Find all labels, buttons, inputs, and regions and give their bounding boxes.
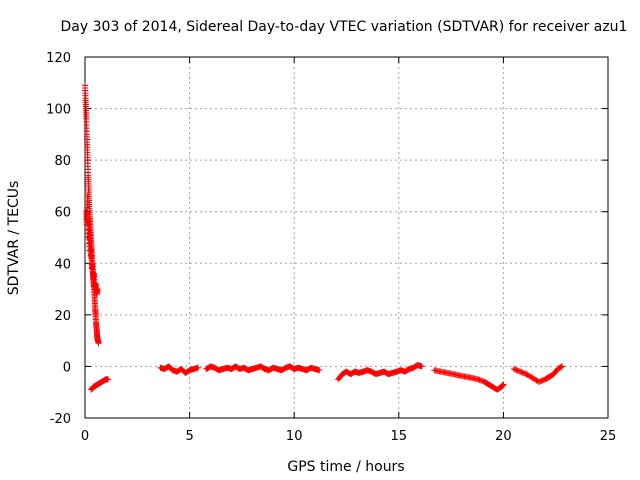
x-tick-label: 5 (185, 429, 193, 444)
data-point (84, 209, 91, 216)
x-tick-label: 25 (600, 429, 617, 444)
x-tick-label: 0 (81, 429, 89, 444)
data-point (418, 363, 425, 370)
ticks-layer: 0 5 10 15 20 25 -20 0 20 40 60 80 100 120 (46, 51, 616, 444)
x-tick-label: 20 (495, 429, 512, 444)
data-point (84, 193, 91, 200)
data-point (537, 378, 544, 385)
data-point (520, 370, 527, 377)
data-point (475, 376, 482, 383)
data-point (95, 340, 102, 347)
data-point (84, 201, 91, 208)
y-tick-label: 100 (46, 103, 71, 118)
data-point (538, 377, 545, 384)
data-point (316, 367, 323, 374)
x-tick-label: 15 (391, 429, 408, 444)
x-axis-label: GPS time / hours (287, 459, 404, 475)
data-point (84, 210, 91, 217)
data-point (558, 363, 565, 370)
y-axis-label: SDTVAR / TECUs (6, 181, 22, 296)
data-point (539, 377, 546, 384)
y-tick-label: 40 (54, 257, 71, 272)
y-tick-label: 120 (46, 51, 71, 66)
y-tick-label: 60 (54, 206, 71, 221)
data-point (105, 376, 112, 383)
data-point (514, 367, 521, 374)
data-point (519, 369, 526, 376)
y-tick-label: -20 (50, 412, 71, 427)
data-point (512, 366, 519, 373)
data-point (535, 378, 542, 385)
data-point (517, 368, 524, 375)
chart-title: Day 303 of 2014, Sidereal Day-to-day VTE… (61, 19, 628, 35)
data-point (518, 369, 525, 376)
x-tick-label: 10 (286, 429, 303, 444)
data-point (522, 370, 529, 377)
data-point (558, 363, 565, 370)
grid-layer (85, 57, 608, 418)
plot-frame (84, 56, 609, 419)
data-point (515, 368, 522, 375)
data-point (85, 213, 92, 220)
y-tick-label: 0 (63, 360, 71, 375)
data-point (85, 220, 92, 227)
data-points-layer (82, 82, 565, 393)
y-tick-label: 20 (54, 309, 71, 324)
data-point (194, 364, 201, 371)
data-point (510, 366, 517, 373)
data-point (476, 376, 483, 383)
data-point (94, 286, 101, 293)
data-point (477, 377, 484, 384)
data-point (500, 381, 507, 388)
data-point (479, 377, 486, 384)
y-tick-label: 80 (54, 154, 71, 169)
data-point (513, 367, 520, 374)
